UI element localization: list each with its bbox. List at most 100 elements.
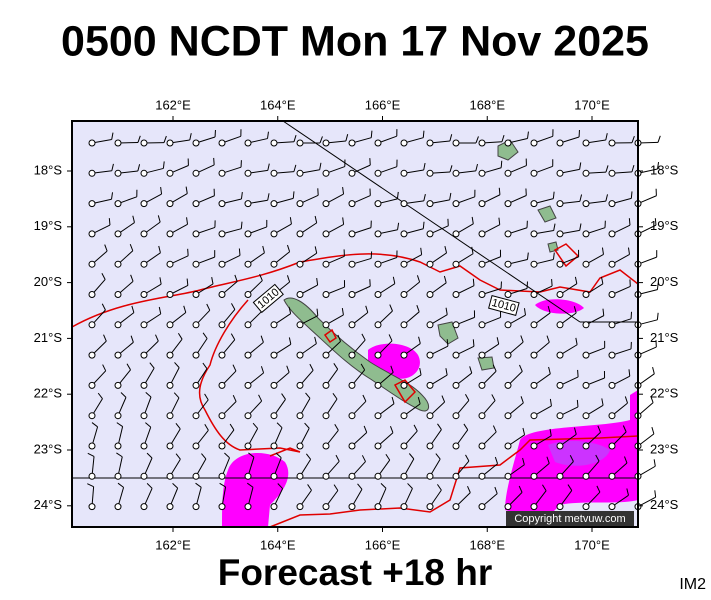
barb-feather <box>385 453 391 461</box>
barb-feather <box>407 483 413 489</box>
barb-station <box>452 412 460 420</box>
barb-feather <box>146 452 153 459</box>
barb-station <box>400 291 408 298</box>
barb-feather <box>527 131 529 139</box>
barb-station <box>556 351 564 359</box>
barb-station <box>218 351 226 359</box>
barb-station <box>608 321 616 329</box>
lon-tick-label: 162°E <box>155 537 191 552</box>
barb-station <box>608 412 616 420</box>
barb-feather <box>288 306 292 314</box>
barb-station <box>296 503 304 511</box>
barb-feather <box>475 163 479 171</box>
barb-feather <box>316 278 319 286</box>
barb-feather <box>314 336 317 344</box>
barb-feather <box>418 336 421 344</box>
barb-feather <box>595 454 600 462</box>
barb-feather <box>186 217 189 225</box>
barb-station <box>452 381 460 389</box>
lat-tick-label: 20°S <box>34 274 63 289</box>
barb-feather <box>232 364 237 372</box>
barb-station <box>270 472 278 480</box>
barb-station <box>348 381 356 389</box>
barb-station <box>244 381 252 389</box>
barb-feather <box>496 337 500 345</box>
barb-feather <box>248 452 255 458</box>
barb-feather <box>204 424 209 431</box>
barb-station <box>582 291 590 298</box>
isobars <box>71 243 639 528</box>
barb-feather <box>523 308 526 316</box>
barb-feather <box>624 396 628 404</box>
barb-feather <box>626 488 629 496</box>
barb-feather <box>579 162 582 170</box>
barb-station <box>400 442 408 450</box>
barb-station <box>218 321 226 329</box>
barb-station <box>270 381 278 389</box>
barb-station <box>296 291 304 298</box>
barb-feather <box>337 334 342 342</box>
barb-station <box>244 291 252 298</box>
barb-feather <box>652 366 655 374</box>
barb-station <box>114 230 122 238</box>
barb-feather <box>219 482 226 488</box>
barb-station <box>140 442 148 450</box>
barb-station <box>400 472 408 480</box>
barb-station <box>556 291 564 298</box>
barb-feather <box>445 368 448 376</box>
barb-station <box>114 412 122 420</box>
barb-station <box>296 260 304 268</box>
barb-feather <box>231 303 236 310</box>
barb-station <box>478 169 486 177</box>
barb-station <box>348 169 356 177</box>
barb-station <box>192 291 200 298</box>
barb-station <box>556 260 564 268</box>
barb-feather <box>437 423 442 430</box>
barb-feather <box>293 134 297 142</box>
barb-feather <box>183 305 187 313</box>
barb-station <box>296 442 304 450</box>
barb-station <box>426 412 434 420</box>
barb-station <box>504 169 512 177</box>
copyright: Copyright metvuw.com <box>514 513 625 525</box>
barb-feather <box>276 422 283 429</box>
barb-feather <box>307 484 312 491</box>
barb-feather <box>131 305 135 313</box>
barb-feather <box>472 339 475 347</box>
barb-station <box>374 169 382 177</box>
barb-feather <box>501 134 505 142</box>
barb-station <box>218 503 226 511</box>
barb-feather <box>277 483 283 489</box>
barb-station <box>400 321 408 329</box>
lon-tick-label: 164°E <box>260 97 296 112</box>
barb-station <box>270 442 278 450</box>
barb-station <box>114 169 122 177</box>
lon-tick-label: 170°E <box>574 537 610 552</box>
barb-station <box>296 321 304 329</box>
barb-station <box>270 260 278 268</box>
barb-station <box>608 503 616 511</box>
barb-feather <box>357 483 363 490</box>
barb-feather <box>360 363 366 371</box>
barb-station <box>114 291 122 298</box>
barb-feather <box>449 192 452 200</box>
barb-feather <box>436 484 442 491</box>
barb-station <box>88 230 96 238</box>
barb-feather <box>103 334 107 342</box>
barb-feather <box>622 425 627 433</box>
barb-station <box>270 139 278 147</box>
barb-feather <box>232 394 237 402</box>
lat-tick-label: 21°S <box>650 330 679 345</box>
barb-feather <box>420 247 423 255</box>
barb-station <box>348 351 356 359</box>
barb-station <box>582 442 590 450</box>
barb-station <box>504 412 512 420</box>
barb-feather <box>542 484 547 491</box>
barb-feather <box>162 161 165 169</box>
barb-feather <box>491 394 496 401</box>
barb-station <box>504 200 512 208</box>
barb-feather <box>174 362 180 368</box>
barb-feather <box>388 334 393 342</box>
barb-feather <box>319 162 322 170</box>
barb-station <box>322 230 330 238</box>
